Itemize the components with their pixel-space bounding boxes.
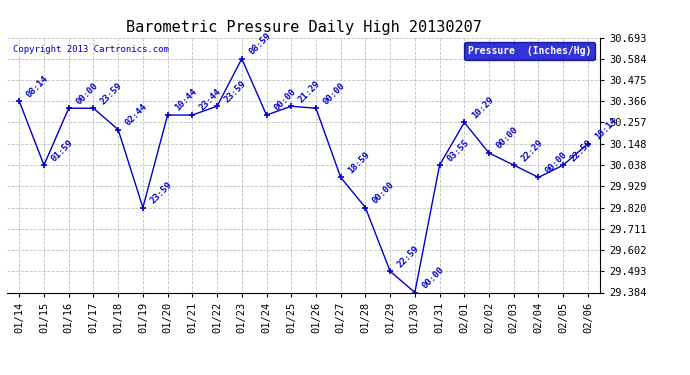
- Text: 02:44: 02:44: [124, 102, 149, 128]
- Text: 23:59: 23:59: [148, 180, 174, 206]
- Text: 23:59: 23:59: [99, 81, 124, 106]
- Text: 22:59: 22:59: [395, 244, 421, 269]
- Text: 08:14: 08:14: [25, 74, 50, 99]
- Text: 10:44: 10:44: [173, 87, 199, 113]
- Text: 08:59: 08:59: [247, 31, 273, 57]
- Text: 18:59: 18:59: [346, 150, 372, 175]
- Text: 00:00: 00:00: [544, 150, 569, 175]
- Text: 23:44: 23:44: [198, 87, 224, 113]
- Text: 23:59: 23:59: [223, 79, 248, 104]
- Text: 01:59: 01:59: [50, 138, 75, 163]
- Text: 03:55: 03:55: [445, 138, 471, 163]
- Text: 00:00: 00:00: [322, 81, 347, 106]
- Legend: Pressure  (Inches/Hg): Pressure (Inches/Hg): [464, 42, 595, 60]
- Title: Barometric Pressure Daily High 20130207: Barometric Pressure Daily High 20130207: [126, 20, 482, 35]
- Text: 00:00: 00:00: [371, 180, 396, 206]
- Text: 00:00: 00:00: [75, 81, 99, 106]
- Text: 21:29: 21:29: [297, 79, 322, 104]
- Text: 00:00: 00:00: [272, 87, 297, 113]
- Text: 22:59: 22:59: [569, 138, 594, 163]
- Text: 22:29: 22:29: [520, 138, 544, 163]
- Text: Copyright 2013 Cartronics.com: Copyright 2013 Cartronics.com: [13, 45, 169, 54]
- Text: 00:00: 00:00: [420, 265, 446, 290]
- Text: 10:29: 10:29: [470, 95, 495, 120]
- Text: 10:14: 10:14: [593, 116, 619, 141]
- Text: 00:00: 00:00: [495, 126, 520, 151]
